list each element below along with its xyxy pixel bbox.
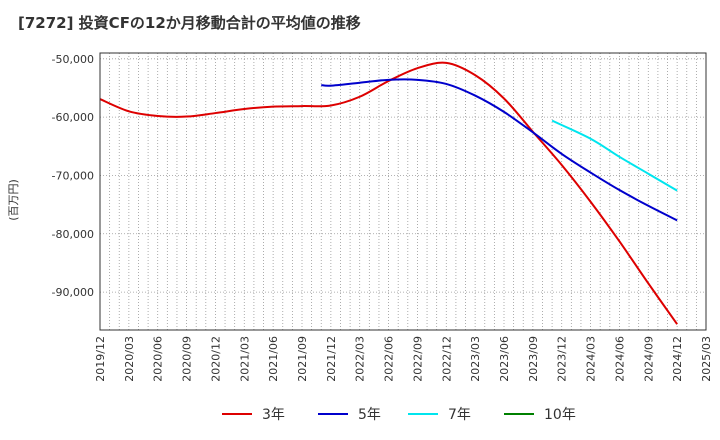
legend-swatch xyxy=(318,413,348,415)
y-tick-label: -80,000 xyxy=(52,228,94,241)
series-lines xyxy=(99,61,678,325)
legend: 3年 5年 7年 10年 xyxy=(0,402,720,426)
x-tick-label: 2020/06 xyxy=(152,336,165,382)
legend-label: 5年 xyxy=(358,407,381,423)
x-tick-label: 2019/12 xyxy=(94,336,107,382)
x-tick-label: 2023/06 xyxy=(498,336,511,382)
x-tick-label: 2024/06 xyxy=(613,336,626,382)
plot-frame xyxy=(99,52,707,331)
legend-label: 7年 xyxy=(448,407,471,423)
y-tick-label: -90,000 xyxy=(52,286,94,299)
legend-swatch xyxy=(408,413,438,415)
x-tick-label: 2024/12 xyxy=(671,336,684,382)
x-tick-label: 2025/03 xyxy=(700,336,713,382)
y-tick-label: -70,000 xyxy=(52,169,94,182)
x-tick-label: 2022/06 xyxy=(383,336,396,382)
legend-item: 3年 xyxy=(222,402,285,426)
legend-swatch xyxy=(504,413,534,415)
x-tick-label: 2020/12 xyxy=(209,336,222,382)
line-chart: -50,000 -60,000 -70,000 -80,000 -90,000 2019… xyxy=(7,52,713,382)
x-axis-ticks: 2019/12 2020/03 2020/06 2020/09 2020/12 2021/… xyxy=(94,336,713,382)
legend-item: 5年 xyxy=(318,402,381,426)
grid xyxy=(99,53,707,330)
x-tick-label: 2022/03 xyxy=(354,336,367,382)
legend-item: 7年 xyxy=(408,402,471,426)
x-tick-label: 2021/09 xyxy=(296,336,309,382)
y-tick-label: -50,000 xyxy=(52,53,94,66)
x-tick-label: 2023/09 xyxy=(527,336,540,382)
x-tick-label: 2020/09 xyxy=(181,336,194,382)
legend-item: 10年 xyxy=(504,402,576,426)
series-line-5年 xyxy=(321,78,678,222)
x-tick-label: 2024/09 xyxy=(642,336,655,382)
x-tick-label: 2020/03 xyxy=(123,336,136,382)
x-tick-label: 2022/09 xyxy=(411,336,424,382)
x-tick-label: 2021/06 xyxy=(267,336,280,382)
x-tick-label: 2023/12 xyxy=(556,336,569,382)
x-tick-label: 2021/03 xyxy=(238,336,251,382)
y-tick-label: -60,000 xyxy=(52,111,94,124)
x-tick-label: 2021/12 xyxy=(325,336,338,382)
chart-title: [7272] 投資CFの12か月移動合計の平均値の推移 xyxy=(18,14,361,32)
y-axis-ticks: -50,000 -60,000 -70,000 -80,000 -90,000 xyxy=(52,53,94,299)
legend-swatch xyxy=(222,413,252,415)
y-axis-label: (百万円) xyxy=(7,179,20,221)
x-tick-label: 2023/03 xyxy=(469,336,482,382)
legend-label: 3年 xyxy=(262,407,285,423)
legend-label: 10年 xyxy=(544,407,576,423)
series-line-3年 xyxy=(99,61,678,325)
series-line-7年 xyxy=(551,119,678,192)
x-tick-label: 2024/03 xyxy=(585,336,598,382)
x-tick-label: 2022/12 xyxy=(440,336,453,382)
